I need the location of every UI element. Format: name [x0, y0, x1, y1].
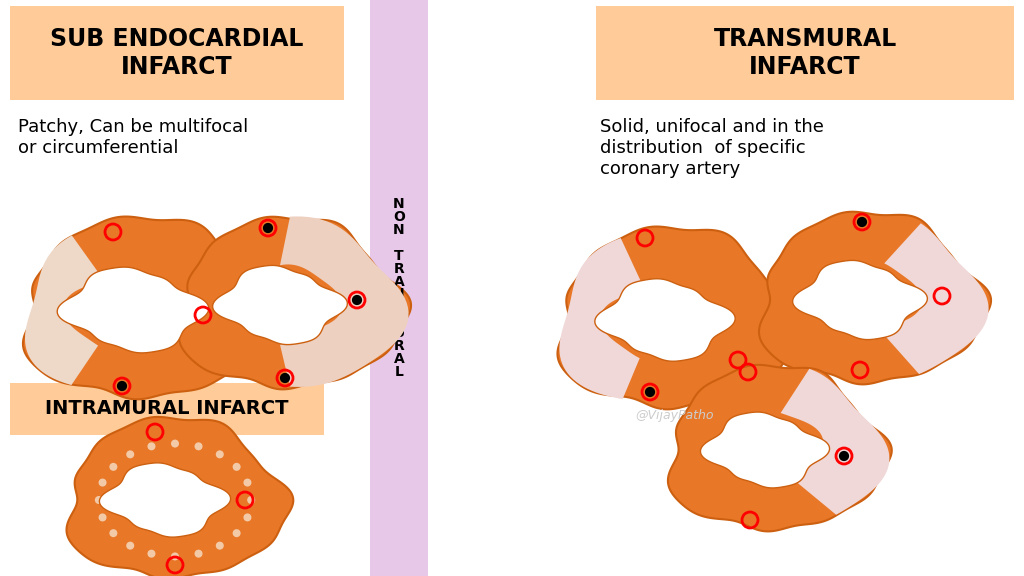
- Text: Solid, unifocal and in the
distribution  of specific
coronary artery: Solid, unifocal and in the distribution …: [600, 118, 824, 177]
- Circle shape: [281, 374, 290, 382]
- Circle shape: [95, 496, 102, 504]
- Circle shape: [195, 550, 203, 558]
- Text: TRANSMURAL
INFARCT: TRANSMURAL INFARCT: [714, 27, 897, 79]
- Polygon shape: [793, 260, 928, 340]
- Polygon shape: [759, 212, 991, 384]
- Circle shape: [110, 529, 118, 537]
- Polygon shape: [559, 238, 644, 399]
- Circle shape: [171, 552, 179, 560]
- FancyBboxPatch shape: [10, 383, 324, 435]
- Circle shape: [195, 442, 203, 450]
- Circle shape: [171, 439, 179, 448]
- Circle shape: [232, 529, 241, 537]
- Circle shape: [645, 388, 654, 396]
- Circle shape: [840, 452, 849, 460]
- Circle shape: [147, 442, 156, 450]
- Text: INTRAMURAL INFARCT: INTRAMURAL INFARCT: [45, 400, 289, 419]
- FancyBboxPatch shape: [596, 6, 1014, 100]
- Polygon shape: [67, 417, 293, 576]
- Text: N
O
N
 
T
R
A
N
S
M
U
R
A
L: N O N T R A N S M U R A L: [392, 197, 406, 379]
- Polygon shape: [668, 365, 892, 532]
- Circle shape: [244, 479, 252, 487]
- Text: SUB ENDOCARDIAL
INFARCT: SUB ENDOCARDIAL INFARCT: [50, 27, 304, 79]
- Text: @VijayPatho: @VijayPatho: [635, 408, 714, 422]
- Circle shape: [232, 463, 241, 471]
- Polygon shape: [700, 412, 829, 488]
- Circle shape: [858, 218, 866, 226]
- Polygon shape: [780, 369, 890, 515]
- Polygon shape: [880, 223, 988, 374]
- FancyBboxPatch shape: [10, 6, 344, 100]
- Circle shape: [98, 479, 106, 487]
- Polygon shape: [280, 217, 409, 387]
- Polygon shape: [557, 226, 803, 410]
- Bar: [370, 0, 428, 576]
- Circle shape: [352, 295, 361, 304]
- Circle shape: [263, 223, 272, 232]
- Circle shape: [216, 450, 224, 458]
- Circle shape: [126, 541, 134, 550]
- Polygon shape: [25, 236, 104, 385]
- Polygon shape: [99, 463, 230, 537]
- Circle shape: [98, 513, 106, 521]
- Polygon shape: [595, 279, 735, 361]
- Polygon shape: [179, 217, 411, 389]
- Polygon shape: [57, 267, 209, 353]
- Polygon shape: [23, 217, 279, 399]
- Polygon shape: [213, 266, 347, 344]
- Circle shape: [244, 513, 252, 521]
- Circle shape: [126, 450, 134, 458]
- Text: Patchy, Can be multifocal
or circumferential: Patchy, Can be multifocal or circumferen…: [18, 118, 248, 157]
- Circle shape: [247, 496, 255, 504]
- Circle shape: [147, 550, 156, 558]
- Circle shape: [110, 463, 118, 471]
- Circle shape: [216, 541, 224, 550]
- Circle shape: [118, 382, 126, 391]
